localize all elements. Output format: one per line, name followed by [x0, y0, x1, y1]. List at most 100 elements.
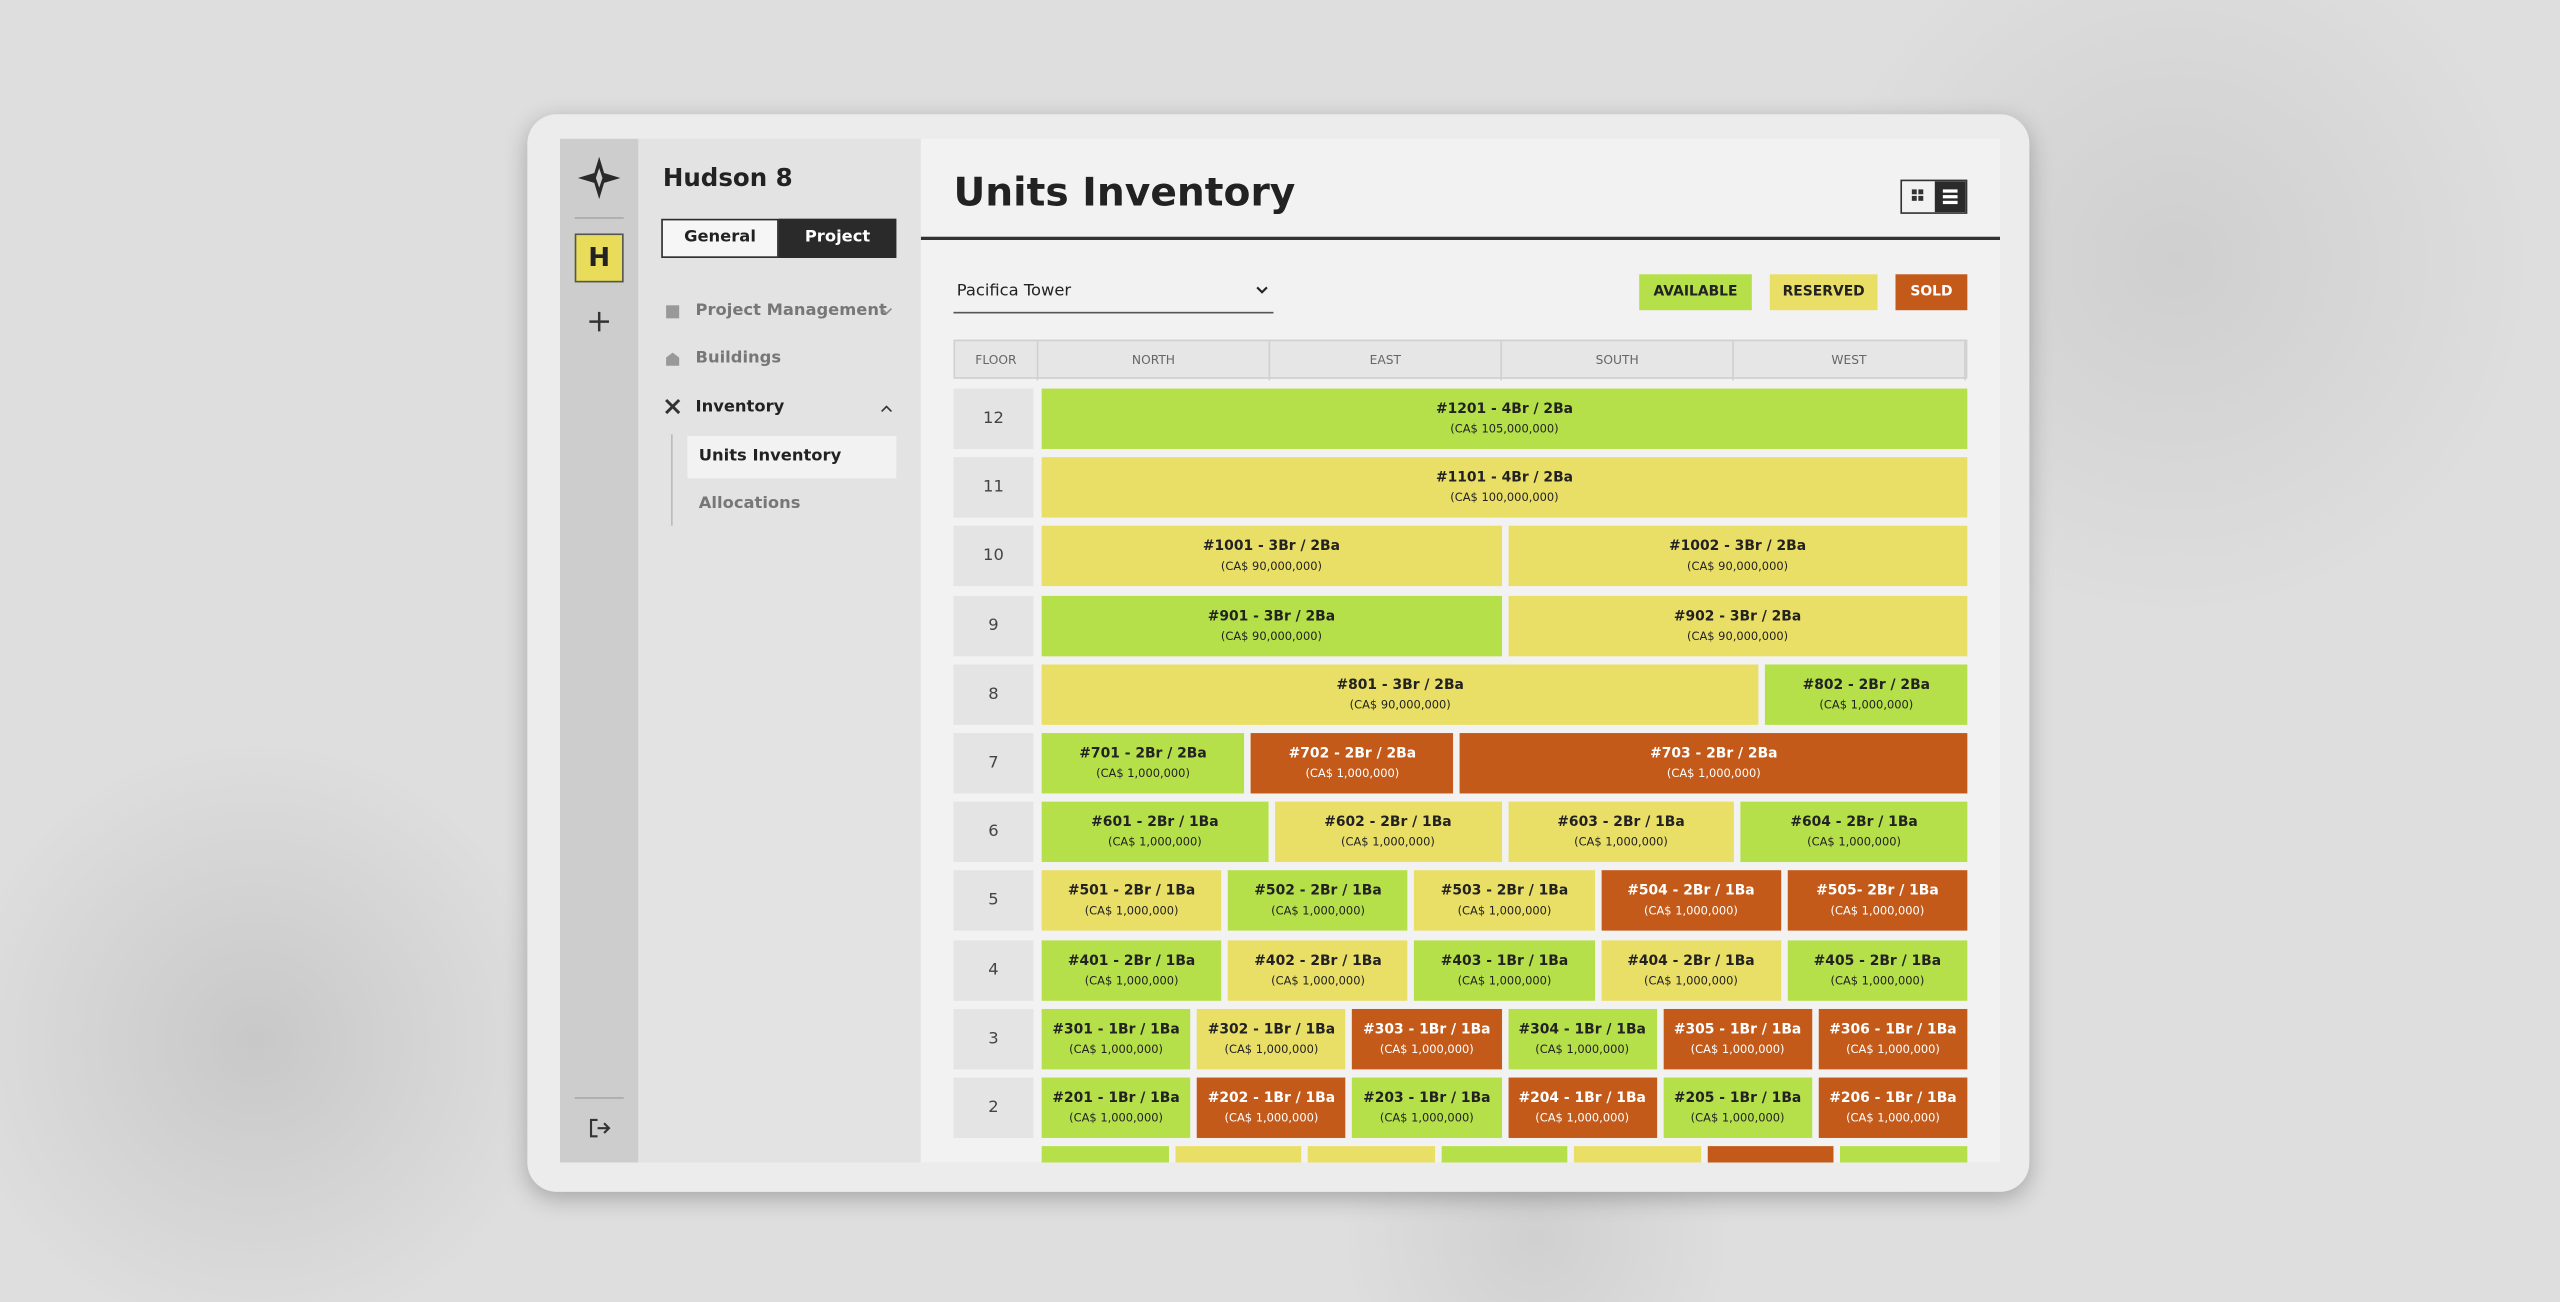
unit-price: (CA$ 1,000,000)	[1084, 905, 1179, 919]
floor-row: 9 #901 - 3Br / 2Ba (CA$ 90,000,000) #902 - …	[953, 595, 1968, 656]
unit-cell[interactable]	[1707, 1146, 1835, 1163]
unit-price: (CA$ 1,000,000)	[1457, 905, 1552, 919]
unit-cell[interactable]: #1001 - 3Br / 2Ba (CA$ 90,000,000)	[1041, 526, 1502, 587]
unit-cell[interactable]: #404 - 2Br / 1Ba (CA$ 1,000,000)	[1600, 939, 1781, 1001]
page-title: Units Inventory	[953, 169, 1296, 216]
unit-label: #802 - 2Br / 2Ba	[1802, 677, 1931, 694]
unit-cell[interactable]: #402 - 2Br / 1Ba (CA$ 1,000,000)	[1228, 939, 1409, 1001]
logo[interactable]	[576, 155, 622, 201]
grid-view-button[interactable]	[1902, 181, 1935, 212]
unit-cell[interactable]: #203 - 1Br / 1Ba (CA$ 1,000,000)	[1352, 1077, 1502, 1138]
unit-cell[interactable]: #901 - 3Br / 2Ba (CA$ 90,000,000)	[1041, 595, 1502, 656]
unit-label: #502 - 2Br / 1Ba	[1254, 883, 1382, 901]
column-header: WEST	[1734, 341, 1966, 381]
unit-label: #901 - 3Br / 2Ba	[1207, 608, 1336, 625]
add-icon[interactable]	[588, 310, 611, 333]
project-name: Hudson 8	[662, 163, 793, 193]
nav-item[interactable]: Inventory	[695, 398, 785, 417]
unit-cell[interactable]: #1002 - 3Br / 2Ba (CA$ 90,000,000)	[1507, 526, 1968, 587]
list-view-button[interactable]	[1934, 181, 1966, 213]
unit-label: #1002 - 3Br / 2Ba	[1669, 539, 1807, 556]
unit-cell[interactable]: #403 - 1Br / 1Ba (CA$ 1,000,000)	[1414, 939, 1595, 1001]
unit-cell[interactable]: #703 - 2Br / 2Ba (CA$ 1,000,000)	[1460, 733, 1968, 794]
unit-cell[interactable]	[1308, 1146, 1435, 1163]
unit-cell[interactable]: #801 - 3Br / 2Ba (CA$ 90,000,000)	[1041, 664, 1759, 725]
legend-item[interactable]: SOLD	[1895, 274, 1968, 311]
unit-cell[interactable]: #501 - 2Br / 1Ba (CA$ 1,000,000)	[1041, 870, 1222, 932]
building-select[interactable]: Pacifica Tower	[953, 278, 1274, 314]
unit-cell[interactable]: #502 - 2Br / 1Ba (CA$ 1,000,000)	[1228, 870, 1409, 932]
unit-cell[interactable]: #201 - 1Br / 1Ba (CA$ 1,000,000)	[1041, 1077, 1191, 1138]
unit-cell[interactable]	[1574, 1146, 1702, 1163]
title-rule	[920, 236, 2000, 240]
subnav-item[interactable]: Units Inventory	[698, 447, 842, 466]
subnav-line	[671, 434, 673, 526]
unit-cell[interactable]: #205 - 1Br / 1Ba (CA$ 1,000,000)	[1663, 1077, 1813, 1138]
unit-cell[interactable]: #601 - 2Br / 1Ba (CA$ 1,000,000)	[1041, 801, 1269, 863]
subnav-highlight	[687, 435, 897, 479]
unit-cell[interactable]: #902 - 3Br / 2Ba (CA$ 90,000,000)	[1507, 595, 1968, 656]
unit-cell[interactable]: #802 - 2Br / 2Ba (CA$ 1,000,000)	[1765, 664, 1968, 725]
unit-price: (CA$ 1,000,000)	[1807, 836, 1901, 850]
table-header: FLOOR NORTH EAST SOUTH WEST	[953, 339, 1968, 381]
unit-label: #205 - 1Br / 1Ba	[1673, 1090, 1802, 1107]
unit-cell[interactable]: #1101 - 4Br / 2Ba (CA$ 100,000,000)	[1041, 457, 1968, 518]
tab[interactable]: Project	[778, 218, 897, 258]
unit-cell[interactable]	[1174, 1146, 1302, 1163]
unit-cell[interactable]: #204 - 1Br / 1Ba (CA$ 1,000,000)	[1507, 1077, 1657, 1138]
unit-cell[interactable]: #505- 2Br / 1Ba (CA$ 1,000,000)	[1787, 870, 1968, 932]
unit-cell[interactable]: #301 - 1Br / 1Ba (CA$ 1,000,000)	[1041, 1008, 1191, 1070]
unit-cell[interactable]: #1201 - 4Br / 2Ba (CA$ 105,000,000)	[1041, 388, 1968, 449]
unit-label: #305 - 1Br / 1Ba	[1673, 1021, 1802, 1039]
unit-label: #703 - 2Br / 2Ba	[1650, 746, 1778, 763]
floor-number: 11	[953, 457, 1034, 518]
unit-price: (CA$ 1,000,000)	[1341, 836, 1435, 850]
unit-cell[interactable]	[1041, 1146, 1169, 1163]
tab[interactable]: General	[661, 218, 779, 258]
unit-cell[interactable]	[1441, 1146, 1568, 1163]
unit-cell[interactable]: #206 - 1Br / 1Ba (CA$ 1,000,000)	[1818, 1077, 1968, 1138]
unit-label: #206 - 1Br / 1Ba	[1829, 1090, 1957, 1107]
unit-cell[interactable]: #702 - 2Br / 2Ba (CA$ 1,000,000)	[1250, 733, 1454, 794]
logout-icon[interactable]	[588, 1117, 611, 1140]
unit-cell[interactable]: #503 - 2Br / 1Ba (CA$ 1,000,000)	[1414, 870, 1595, 932]
column-header: NORTH	[1038, 341, 1271, 381]
unit-cell[interactable]: #504 - 2Br / 1Ba (CA$ 1,000,000)	[1600, 870, 1781, 932]
legend-item[interactable]: RESERVED	[1769, 274, 1878, 311]
unit-row	[1041, 1146, 1968, 1163]
unit-cell[interactable]: #202 - 1Br / 1Ba (CA$ 1,000,000)	[1197, 1077, 1346, 1138]
unit-cell[interactable]: #701 - 2Br / 2Ba (CA$ 1,000,000)	[1041, 733, 1245, 794]
nav-item[interactable]: Project Management	[695, 302, 887, 320]
unit-cell[interactable]: #401 - 2Br / 1Ba (CA$ 1,000,000)	[1041, 939, 1222, 1001]
building-select-value: Pacifica Tower	[956, 282, 1072, 301]
subnav-item[interactable]: Allocations	[698, 494, 801, 513]
unit-price: (CA$ 1,000,000)	[1846, 1042, 1940, 1056]
unit-label: #306 - 1Br / 1Ba	[1829, 1021, 1957, 1039]
unit-cell[interactable]	[1840, 1146, 1968, 1163]
unit-cell[interactable]: #302 - 1Br / 1Ba (CA$ 1,000,000)	[1197, 1008, 1346, 1070]
divider	[574, 1097, 624, 1099]
unit-row: #801 - 3Br / 2Ba (CA$ 90,000,000) #802 - 2…	[1041, 664, 1968, 725]
unit-cell[interactable]: #305 - 1Br / 1Ba (CA$ 1,000,000)	[1663, 1008, 1813, 1070]
unit-label: #204 - 1Br / 1Ba	[1518, 1090, 1646, 1107]
unit-label: #304 - 1Br / 1Ba	[1518, 1021, 1646, 1039]
unit-price: (CA$ 1,000,000)	[1690, 1111, 1785, 1125]
unit-cell[interactable]: #405 - 2Br / 1Ba (CA$ 1,000,000)	[1787, 939, 1968, 1001]
legend-item[interactable]: AVAILABLE	[1639, 274, 1752, 311]
unit-cell[interactable]: #602 - 2Br / 1Ba (CA$ 1,000,000)	[1274, 801, 1502, 863]
nav-item[interactable]: Buildings	[695, 349, 782, 368]
unit-cell[interactable]: #303 - 1Br / 1Ba (CA$ 1,000,000)	[1352, 1008, 1502, 1070]
unit-price: (CA$ 1,000,000)	[1379, 1042, 1474, 1056]
unit-label: #402 - 2Br / 1Ba	[1254, 952, 1382, 970]
unit-label: #603 - 2Br / 1Ba	[1557, 814, 1685, 832]
unit-cell[interactable]: #304 - 1Br / 1Ba (CA$ 1,000,000)	[1507, 1008, 1657, 1070]
unit-cell[interactable]: #306 - 1Br / 1Ba (CA$ 1,000,000)	[1818, 1008, 1968, 1070]
project-badge[interactable]: H	[574, 233, 624, 283]
floor-row: 12 #1201 - 4Br / 2Ba (CA$ 105,000,000)	[953, 388, 1968, 449]
unit-cell[interactable]: #604 - 2Br / 1Ba (CA$ 1,000,000)	[1740, 801, 1968, 863]
unit-row: #901 - 3Br / 2Ba (CA$ 90,000,000) #902 - 3…	[1041, 595, 1968, 656]
unit-row: #501 - 2Br / 1Ba (CA$ 1,000,000) #502 - 2B…	[1041, 870, 1968, 932]
unit-cell[interactable]: #603 - 2Br / 1Ba (CA$ 1,000,000)	[1507, 801, 1735, 863]
column-header[interactable]: FLOOR	[955, 341, 1039, 381]
unit-price: (CA$ 1,000,000)	[1690, 1042, 1785, 1056]
